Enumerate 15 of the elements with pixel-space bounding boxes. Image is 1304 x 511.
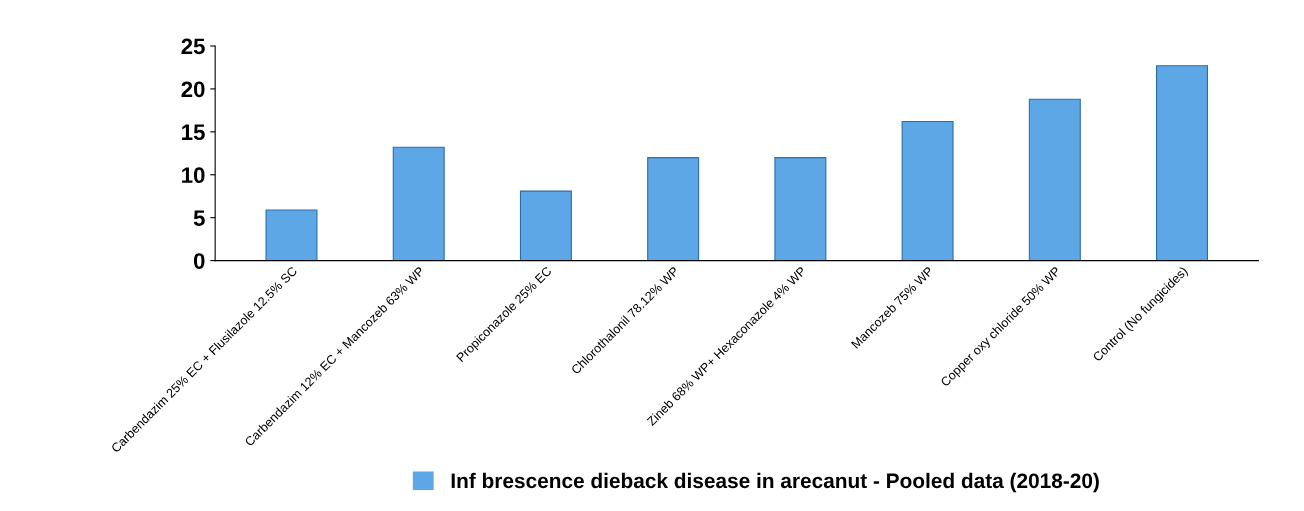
- legend-label: Inf brescence dieback disease in arecanut - Pooled data (2018-20): [451, 472, 1099, 493]
- bar: [774, 157, 827, 261]
- y-tick-label: 10: [182, 167, 205, 184]
- bar: [392, 146, 445, 261]
- bar: [519, 190, 572, 261]
- y-tick-label: 25: [181, 38, 205, 55]
- bar: [265, 209, 318, 261]
- y-tick-label: 15: [182, 124, 205, 141]
- y-tick-label: 5: [193, 210, 205, 226]
- y-tick-label: 20: [181, 81, 205, 98]
- bar: [1156, 65, 1209, 261]
- bar: [647, 157, 700, 261]
- y-tick-label: 0: [193, 253, 205, 269]
- bar: [1028, 98, 1081, 261]
- bar: [901, 120, 954, 261]
